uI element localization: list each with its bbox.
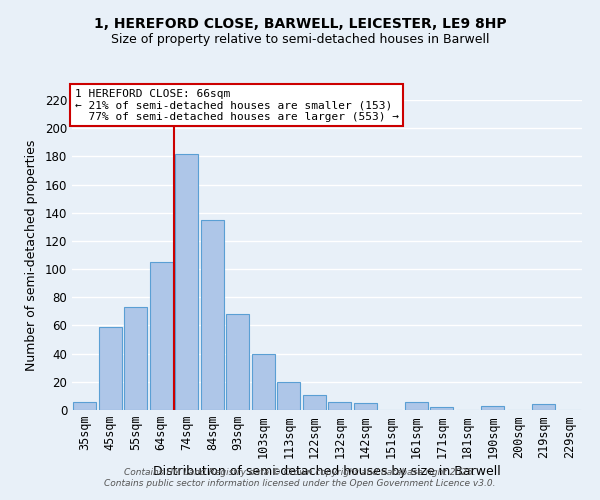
Text: 1 HEREFORD CLOSE: 66sqm
← 21% of semi-detached houses are smaller (153)
  77% of: 1 HEREFORD CLOSE: 66sqm ← 21% of semi-de… (74, 88, 398, 122)
Bar (73, 402, 96, 410)
X-axis label: Distribution of semi-detached houses by size in Barwell: Distribution of semi-detached houses by … (153, 464, 501, 477)
Text: Size of property relative to semi-detached houses in Barwell: Size of property relative to semi-detach… (111, 32, 489, 46)
Bar (175, 154, 198, 410)
Text: 1, HEREFORD CLOSE, BARWELL, LEICESTER, LE9 8HP: 1, HEREFORD CLOSE, BARWELL, LEICESTER, L… (94, 18, 506, 32)
Bar (405, 402, 428, 410)
Bar (303, 394, 326, 410)
Text: Contains HM Land Registry data © Crown copyright and database right 2025.
Contai: Contains HM Land Registry data © Crown c… (104, 468, 496, 487)
Bar (124, 307, 147, 410)
Bar (226, 314, 249, 410)
Bar (252, 354, 275, 410)
Bar (354, 403, 377, 410)
Bar (99, 327, 122, 410)
Bar (150, 262, 173, 410)
Bar (481, 406, 504, 410)
Bar (201, 220, 224, 410)
Bar (532, 404, 555, 410)
Bar (328, 402, 351, 410)
Bar (277, 382, 300, 410)
Y-axis label: Number of semi-detached properties: Number of semi-detached properties (25, 140, 38, 370)
Bar (430, 407, 453, 410)
